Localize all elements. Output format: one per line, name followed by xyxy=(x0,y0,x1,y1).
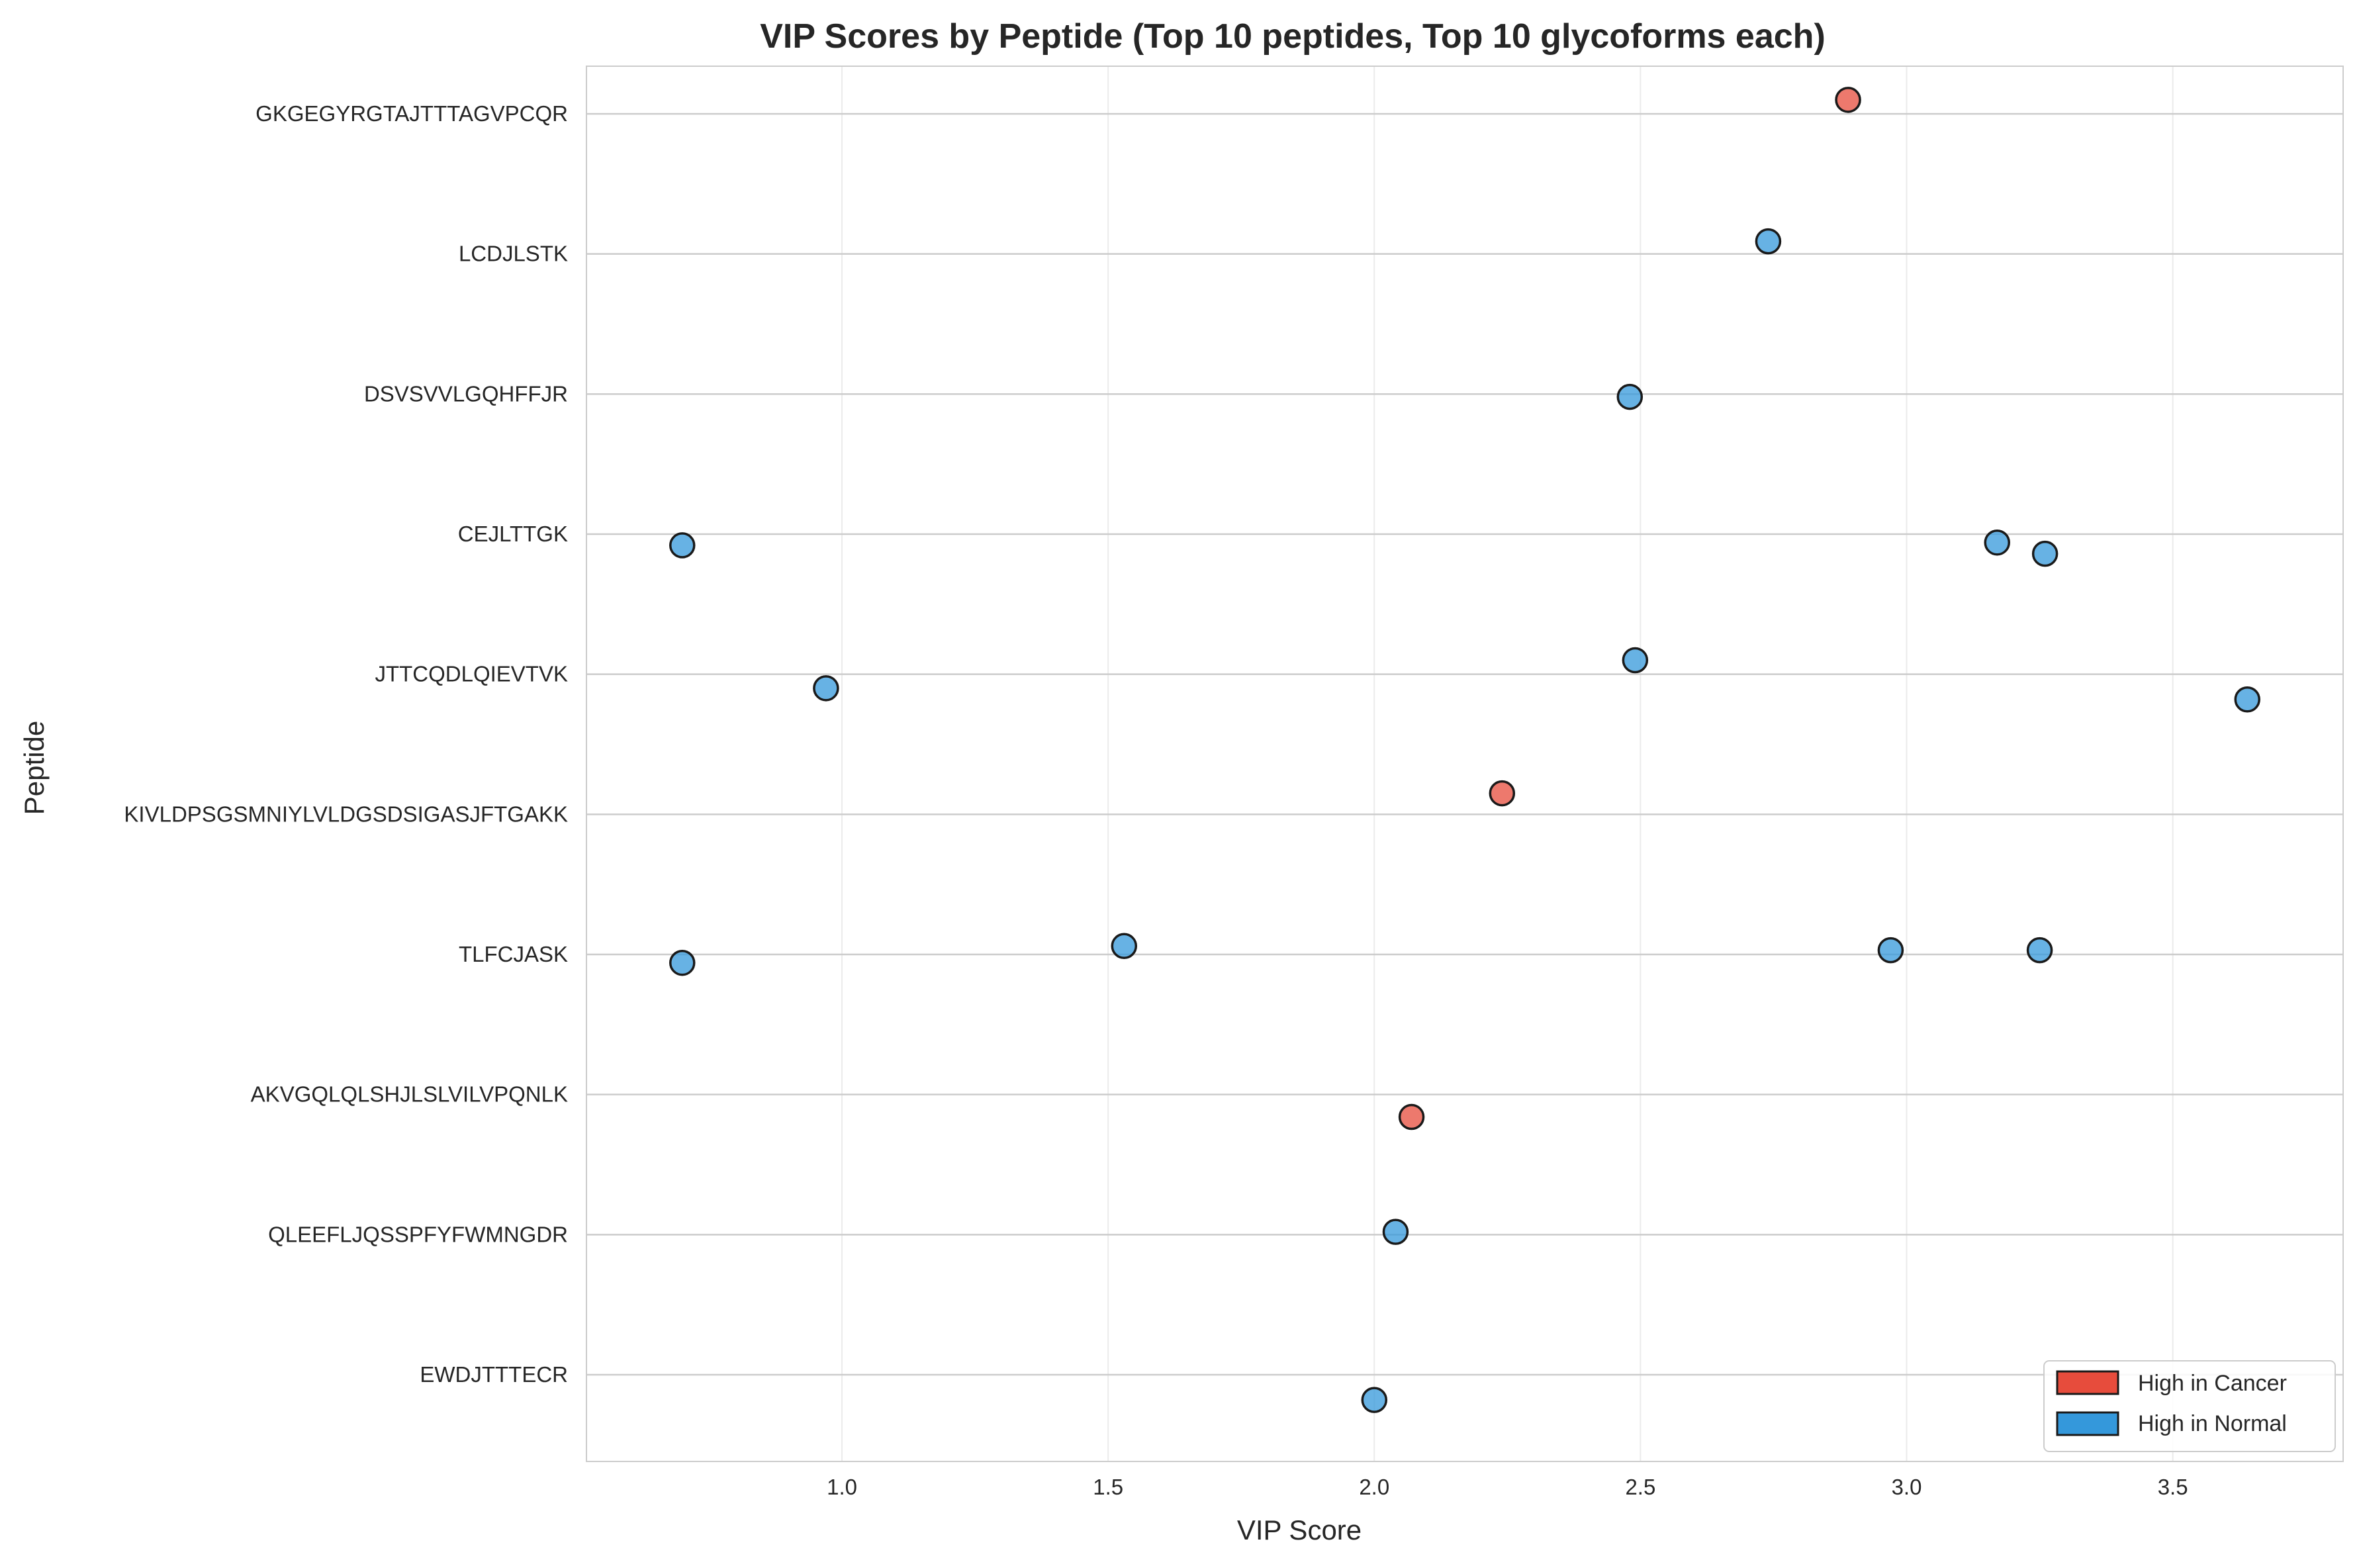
data-point xyxy=(2234,686,2260,713)
data-point xyxy=(669,949,696,976)
x-tick-label: 3.5 xyxy=(2158,1475,2188,1499)
data-point xyxy=(1489,780,1516,807)
data-point xyxy=(1361,1387,1388,1413)
x-axis-label: VIP Score xyxy=(1237,1514,1362,1545)
y-axis-label: Peptide xyxy=(19,721,50,815)
y-tick-labels: GKGEGYRGTAJTTTAGVPCQR LCDJLSTK DSVSVVLGQHF… xyxy=(124,101,568,1387)
x-tick-labels: 1.0 1.5 2.0 2.5 3.0 3.5 xyxy=(827,1475,2188,1499)
y-tick-label: GKGEGYRGTAJTTTAGVPCQR xyxy=(255,101,568,126)
legend-swatch-cancer xyxy=(2056,1370,2119,1395)
data-point xyxy=(1111,933,1138,960)
y-tick-label: KIVLDPSGSMNIYLVLDGSDSIGASJFTGAKK xyxy=(124,802,568,826)
data-point xyxy=(1622,647,1649,674)
data-point xyxy=(1755,228,1782,255)
y-tick-label: DSVSVVLGQHFFJR xyxy=(364,381,568,406)
data-point xyxy=(1616,383,1643,410)
chart-title: VIP Scores by Peptide (Top 10 peptides, … xyxy=(760,17,1826,56)
data-point xyxy=(1984,529,2010,556)
legend-swatch-normal xyxy=(2056,1411,2119,1436)
y-tick-label: EWDJTTTECR xyxy=(420,1362,568,1387)
data-points xyxy=(669,87,2260,1413)
y-tick-label: LCDJLSTK xyxy=(459,242,568,266)
y-tick-label: JTTCQDLQIEVTVK xyxy=(375,662,568,686)
x-tick-label: 2.5 xyxy=(1625,1475,1655,1499)
legend-label-cancer: High in Cancer xyxy=(2138,1371,2287,1396)
data-point xyxy=(1398,1103,1425,1130)
data-point xyxy=(1877,937,1904,964)
x-tick-label: 1.5 xyxy=(1093,1475,1123,1499)
x-tick-label: 1.0 xyxy=(827,1475,857,1499)
data-point xyxy=(1835,87,1861,113)
data-point xyxy=(813,675,839,702)
legend: High in Cancer High in Normal xyxy=(2043,1360,2336,1452)
data-point xyxy=(2031,540,2059,567)
data-point xyxy=(1382,1219,1409,1245)
data-point xyxy=(2026,937,2053,964)
x-tick-label: 3.0 xyxy=(1892,1475,1922,1499)
y-tick-label: AKVGQLQLSHJLSLVILVPQNLK xyxy=(251,1082,568,1107)
x-tick-label: 2.0 xyxy=(1359,1475,1389,1499)
data-point xyxy=(669,532,696,559)
y-tick-label: QLEEFLJQSSPFYFWMNGDR xyxy=(268,1222,568,1246)
y-tick-label: CEJLTTGK xyxy=(458,522,568,546)
plot-frame xyxy=(586,66,2344,1462)
y-tick-label: TLFCJASK xyxy=(459,942,568,966)
legend-label-normal: High in Normal xyxy=(2138,1411,2287,1436)
